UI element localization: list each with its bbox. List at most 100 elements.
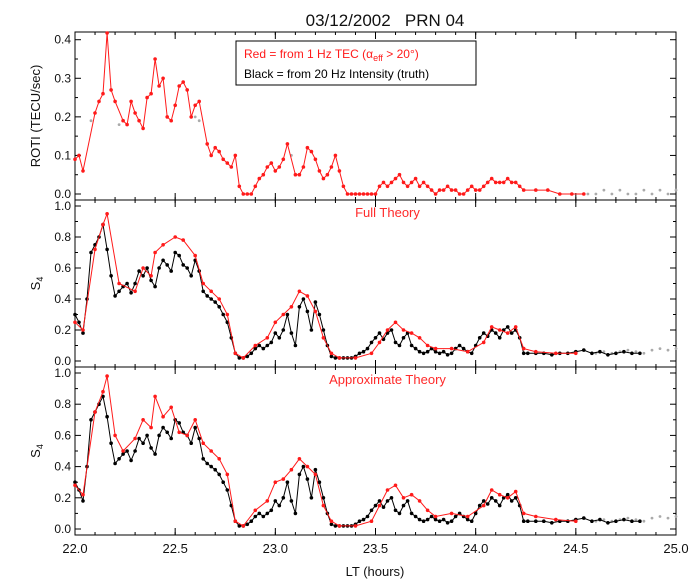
data-point-black xyxy=(213,300,217,304)
data-point-black xyxy=(149,446,153,450)
data-point-red xyxy=(393,483,398,488)
data-point-black xyxy=(526,351,530,356)
data-point-red xyxy=(433,192,438,196)
data-point-red xyxy=(273,320,278,325)
data-point-red xyxy=(521,346,526,351)
data-point-red xyxy=(497,492,502,497)
data-point-black xyxy=(317,480,322,485)
data-point-black xyxy=(305,477,310,481)
data-point-red xyxy=(377,184,382,189)
data-point-black xyxy=(582,348,586,352)
data-point-black xyxy=(277,503,282,508)
data-point-black xyxy=(205,294,209,298)
data-point-black xyxy=(429,514,434,519)
x-axis: 22.0 22.5 23.0 23.5 24.0 24.5 25.0 xyxy=(62,541,688,556)
data-point-black xyxy=(385,499,390,503)
data-point-black xyxy=(413,514,418,519)
data-point-red xyxy=(257,176,262,181)
data-point-black xyxy=(133,281,137,286)
data-point-red xyxy=(493,180,498,185)
data-point-red xyxy=(457,192,462,196)
data-point-red xyxy=(241,192,246,196)
data-point-red xyxy=(517,184,522,189)
data-point-red xyxy=(301,165,306,169)
data-point-black xyxy=(141,441,145,446)
data-point-black xyxy=(397,343,402,348)
data-point-red xyxy=(461,192,466,196)
data-point-black xyxy=(161,258,165,263)
data-point-red xyxy=(105,31,109,35)
data-point-gray xyxy=(658,347,662,350)
data-point-red xyxy=(361,192,366,196)
y-tick-label: 0.4 xyxy=(54,460,71,474)
data-point-red xyxy=(349,192,354,196)
data-point-black xyxy=(373,336,378,340)
y-tick-label: 0.0 xyxy=(54,354,71,368)
data-point-red xyxy=(401,180,406,185)
data-point-black xyxy=(273,499,278,503)
data-point-red xyxy=(149,91,153,96)
data-point-red xyxy=(237,184,242,189)
data-point-red xyxy=(261,172,266,177)
data-point-red xyxy=(509,180,514,185)
data-point-red xyxy=(225,472,230,477)
data-point-black xyxy=(509,499,514,503)
data-point-gray xyxy=(602,350,606,354)
data-point-black xyxy=(638,519,642,523)
data-point-black xyxy=(417,517,422,522)
data-point-gray xyxy=(674,188,678,192)
data-point-black xyxy=(542,519,546,523)
data-point-black xyxy=(185,266,189,270)
data-point-black xyxy=(630,519,634,523)
data-point-gray xyxy=(634,192,638,196)
data-point-black xyxy=(129,458,133,463)
data-point-red xyxy=(105,212,109,216)
data-point-black xyxy=(165,430,169,435)
data-point-red xyxy=(409,180,414,185)
data-point-black xyxy=(365,346,370,351)
data-point-black xyxy=(526,519,530,523)
data-point-gray xyxy=(650,348,654,352)
data-point-black xyxy=(361,517,366,522)
data-point-red xyxy=(353,192,358,196)
data-point-black xyxy=(165,263,169,267)
data-point-red xyxy=(185,433,189,438)
legend-black-entry: Black = from 20 Hz Intensity (truth) xyxy=(244,67,429,81)
data-point-black xyxy=(441,517,446,522)
data-point-red xyxy=(373,192,378,196)
data-point-black xyxy=(377,499,382,503)
data-point-red xyxy=(73,483,77,488)
data-point-black xyxy=(457,343,462,348)
data-point-black xyxy=(149,278,153,283)
data-point-red xyxy=(217,297,221,301)
data-point-red xyxy=(574,351,578,356)
data-point-black xyxy=(261,346,266,351)
data-point-red xyxy=(189,115,193,119)
data-point-red xyxy=(193,418,197,422)
data-point-red xyxy=(297,172,302,177)
data-point-black xyxy=(534,519,538,523)
data-point-black xyxy=(289,331,294,335)
data-point-red xyxy=(369,192,374,196)
data-point-black xyxy=(357,519,362,523)
data-point-red xyxy=(425,508,430,513)
data-point-red xyxy=(401,496,406,500)
data-point-red xyxy=(558,192,562,196)
data-point-black xyxy=(261,514,266,519)
data-point-red xyxy=(417,184,422,189)
data-point-red xyxy=(441,188,446,192)
data-point-black xyxy=(373,503,378,508)
data-point-red xyxy=(465,349,470,354)
y-axis-label: S4 xyxy=(28,444,45,458)
data-point-gray xyxy=(642,519,646,523)
data-point-red xyxy=(101,91,105,96)
data-point-black xyxy=(497,503,502,508)
x-tick-label: 22.0 xyxy=(62,541,87,556)
data-point-red xyxy=(73,157,77,162)
data-point-red xyxy=(197,99,201,104)
data-point-red xyxy=(201,441,205,446)
data-point-black xyxy=(469,519,474,523)
data-point-red xyxy=(381,180,386,185)
data-point-red xyxy=(393,320,398,325)
data-point-red xyxy=(465,514,470,519)
